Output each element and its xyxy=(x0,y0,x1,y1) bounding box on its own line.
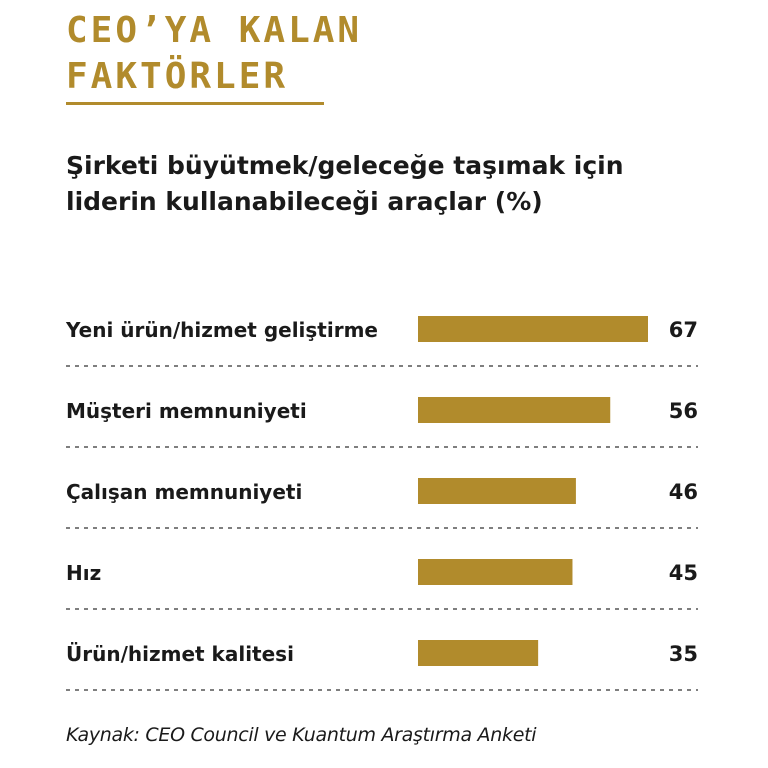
category-label: Hız xyxy=(66,561,101,585)
value-label: 45 xyxy=(669,561,698,585)
value-label: 67 xyxy=(669,318,698,342)
bar xyxy=(418,478,576,504)
header: CEO’YA KALAN FAKTÖRLER xyxy=(66,8,362,105)
value-label: 56 xyxy=(669,399,698,423)
header-title-line-1: CEO’YA KALAN xyxy=(66,10,363,51)
category-label: Çalışan memnuniyeti xyxy=(66,480,302,504)
bar xyxy=(418,559,573,585)
bar xyxy=(418,640,539,666)
bar xyxy=(418,397,611,423)
header-title-line-2: FAKTÖRLER xyxy=(66,56,289,97)
value-label: 46 xyxy=(669,480,698,504)
source-note: Kaynak: CEO Council ve Kuantum Araştırma… xyxy=(66,724,537,746)
bar xyxy=(418,316,648,342)
category-label: Yeni ürün/hizmet geliştirme xyxy=(65,318,378,342)
category-label: Müşteri memnuniyeti xyxy=(66,399,307,423)
value-label: 35 xyxy=(669,642,698,666)
chart-title: Şirketi büyütmek/geleceğe taşımak için l… xyxy=(66,151,624,216)
category-label: Ürün/hizmet kalitesi xyxy=(66,642,294,666)
header-underline xyxy=(66,102,324,105)
